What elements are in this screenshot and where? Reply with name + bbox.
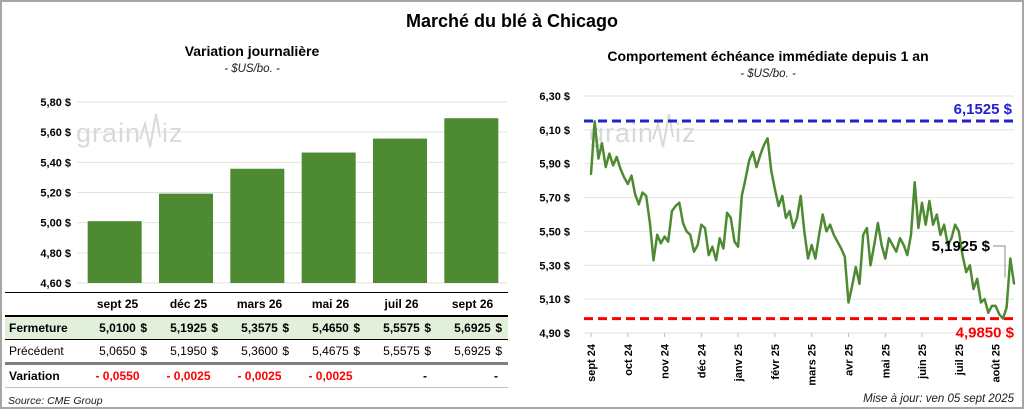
table-row-close: Fermeture 5,0100 $ 5,1925 $ 5,3575 $ 5,4650 $ 5,5…	[5, 315, 508, 340]
bar-déc-25	[159, 193, 213, 283]
previous-price: 5,6925 $	[454, 344, 502, 358]
last-price-label: 5,1925 $	[932, 238, 991, 255]
y-axis-tick-label: 5,30 $	[539, 260, 570, 272]
previous-price: 5,5575 $	[383, 344, 431, 358]
x-axis-month-label: févr 25	[770, 344, 782, 379]
header-contract-sept-25: sept 25	[96, 296, 139, 311]
variation-value: - 0,0025	[308, 369, 353, 383]
y-axis-tick-label: 5,50 $	[539, 226, 570, 238]
y-axis-tick-label: 5,60 $	[40, 127, 71, 139]
variation-value: - 0,0025	[166, 369, 211, 383]
line-chart-title: Comportement échéance immédiate depuis 1…	[607, 48, 929, 64]
grainwiz-watermark: grain iz	[76, 113, 184, 148]
header-contract-déc-25: déc 25	[169, 296, 208, 311]
x-axis-month-label: juin 25	[917, 344, 929, 380]
price-table-body: Fermeture 5,0100 $ 5,1925 $ 5,3575 $ 5,4650 $ 5,5…	[5, 315, 508, 388]
header-contract-sept-26: sept 26	[451, 296, 494, 311]
row-label: Variation	[9, 369, 60, 383]
min-price-label: 4,9850 $	[956, 325, 1015, 342]
close-price: 5,5575 $	[383, 320, 431, 335]
grainwiz-watermark: grain iz	[589, 113, 697, 148]
header-contract-mars-26: mars 26	[236, 296, 283, 311]
previous-price: 5,1950 $	[170, 344, 218, 358]
y-axis-tick-label: 5,10 $	[539, 294, 570, 306]
price-table-header: sept 25 déc 25 mars 26 mai 26 juil 26 sept 26	[5, 293, 508, 316]
close-price: 5,0100 $	[99, 320, 147, 335]
table-row-previous: Précédent 5,0650 $ 5,1950 $ 5,3600 $ 5,4675 $ 5,5…	[5, 340, 508, 364]
close-price: 5,6925 $	[454, 320, 502, 335]
bar-sept-26	[444, 118, 499, 283]
svg-text:iz: iz	[162, 118, 184, 148]
row-label: Précédent	[9, 344, 64, 358]
bar-mai-26	[301, 152, 356, 283]
source-note: Source: CME Group	[8, 395, 103, 407]
y-axis-tick-label: 5,90 $	[539, 159, 570, 171]
x-axis-month-label: sept 24	[586, 343, 598, 382]
x-axis-month-label: août 25	[991, 344, 1003, 383]
y-axis-tick-label: 6,10 $	[539, 125, 570, 137]
variation-value: - 0,0025	[237, 369, 282, 383]
y-axis-tick-label: 6,30 $	[539, 91, 570, 103]
y-axis-tick-label: 5,00 $	[40, 218, 71, 230]
table-row-variation: Variation - 0,0550 - 0,0025 - 0,0025 - 0,002…	[5, 364, 508, 388]
update-date-note: Mise à jour: ven 05 sept 2025	[863, 393, 1014, 405]
x-axis-month-label: janv 25	[733, 344, 745, 382]
bar-juil-26	[373, 138, 427, 283]
close-price: 5,4650 $	[312, 320, 360, 335]
header-empty-cell	[5, 293, 82, 316]
y-axis-tick-label: 4,80 $	[40, 248, 71, 260]
x-axis-month-label: oct 24	[623, 343, 635, 376]
variation-none: -	[423, 369, 427, 383]
previous-price: 5,3600 $	[241, 344, 289, 358]
previous-price: 5,0650 $	[99, 344, 147, 358]
svg-text:grain: grain	[589, 118, 654, 148]
y-axis-tick-label: 5,80 $	[40, 97, 71, 109]
row-label: Fermeture	[9, 320, 68, 335]
price-table-wrap: sept 25 déc 25 mars 26 mai 26 juil 26 sept 26…	[5, 292, 508, 388]
daily-variation-bar-chart: 5,80 $ 5,60 $ 5,40 $ 5,20 $ 5,00 $ 4,80 $ 4,60…	[40, 97, 507, 290]
header-contract-juil-26: juil 26	[384, 296, 419, 311]
max-price-label: 6,1525 $	[954, 101, 1013, 118]
y-axis-tick-label: 5,20 $	[40, 188, 71, 200]
bar-sept-25	[87, 221, 142, 283]
previous-price: 5,4675 $	[312, 344, 360, 358]
price-table: sept 25 déc 25 mars 26 mai 26 juil 26 sept 26…	[5, 292, 508, 388]
x-axis-month-label: juil 25	[954, 344, 966, 376]
svg-text:grain: grain	[76, 118, 141, 148]
bar-chart-subtitle: - $US/bo. -	[224, 63, 280, 75]
close-price: 5,3575 $	[241, 320, 289, 335]
svg-text:iz: iz	[675, 118, 697, 148]
x-axis-month-label: nov 24	[660, 343, 672, 379]
price-series-line	[589, 120, 1016, 320]
page-title: Marché du blé à Chicago	[405, 11, 619, 31]
one-year-price-line-chart: 6,30 $ 6,10 $ 5,90 $ 5,70 $ 5,50 $ 5,30 $ 5,10…	[539, 91, 1016, 386]
variation-none: -	[494, 369, 498, 383]
y-axis-tick-label: 4,60 $	[40, 278, 71, 290]
x-axis-month-label: mai 25	[880, 344, 892, 378]
bar-chart-title: Variation journalière	[184, 43, 320, 59]
bar-mars-26	[230, 168, 285, 283]
last-price-callout-leader	[993, 245, 1006, 278]
y-axis-tick-label: 5,70 $	[539, 193, 570, 205]
line-chart-subtitle: - $US/bo. -	[740, 68, 796, 80]
variation-value: - 0,0550	[95, 369, 140, 383]
y-axis-tick-label: 4,90 $	[539, 328, 570, 340]
header-contract-mai-26: mai 26	[311, 296, 350, 311]
close-price: 5,1925 $	[170, 320, 218, 335]
y-axis-tick-label: 5,40 $	[40, 157, 71, 169]
x-axis-month-label: déc 24	[696, 343, 708, 378]
x-axis-month-label: avr 25	[843, 344, 855, 376]
table-header-row: sept 25 déc 25 mars 26 mai 26 juil 26 sept 26	[5, 293, 508, 316]
x-axis-month-label: mars 25	[807, 344, 819, 386]
